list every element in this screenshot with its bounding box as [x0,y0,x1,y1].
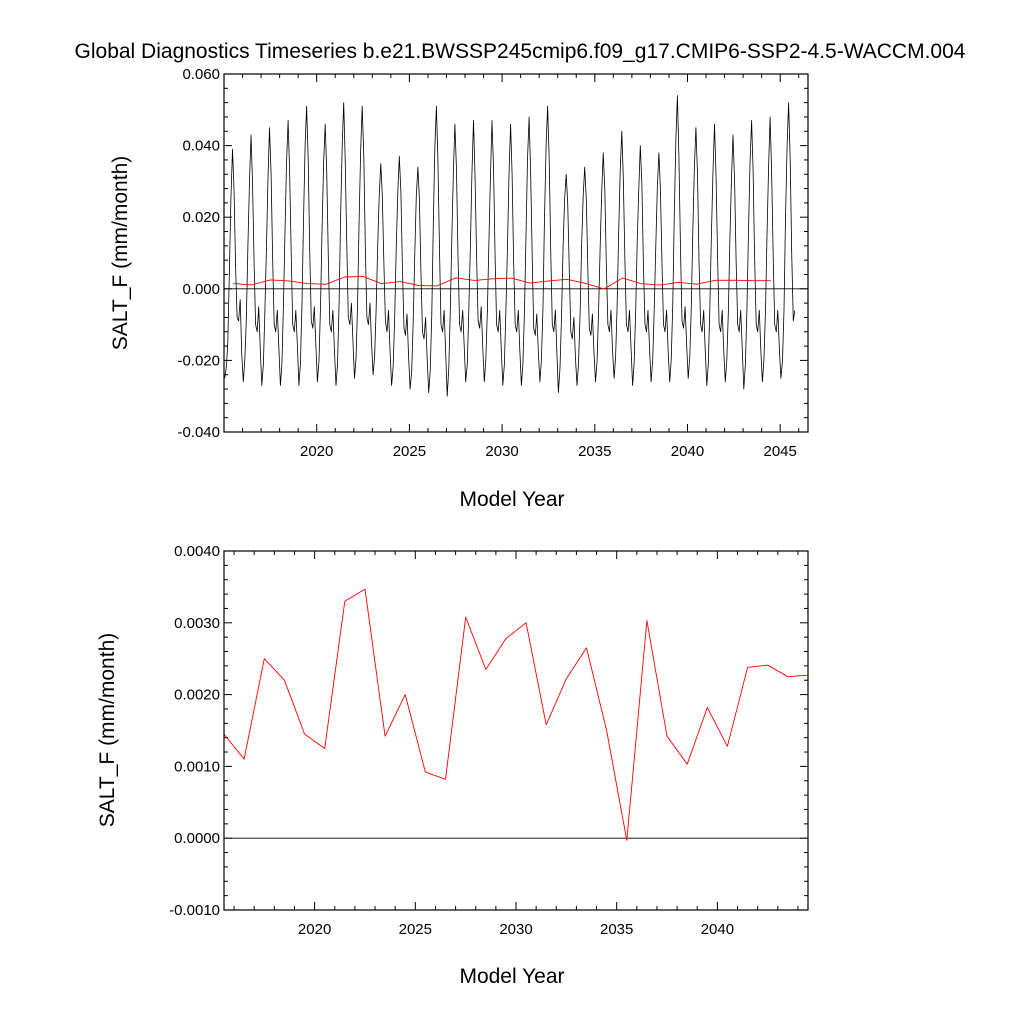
y-tick-label: -0.040 [177,424,220,441]
chart-panel-bottom: Model Year SALT_F (mm/month) 2020 2025 203… [96,543,809,988]
x-tick-label: 2025 [393,443,426,460]
plot-frame [223,73,809,433]
y-tick-label: 0.060 [182,66,220,83]
x-tick-label: 2020 [300,443,333,460]
y-tick-label: 0.0000 [174,830,220,847]
x-tick-label: 2020 [298,921,331,938]
y-tick-label: 0.020 [182,209,220,226]
annual-mean-series-line [233,275,771,290]
x-tick-label: 2035 [600,921,633,938]
x-tick-label: 2030 [499,921,532,938]
y-tick-label: 0.0010 [174,758,220,775]
x-tick-label: 2040 [701,921,734,938]
y-tick-label: -0.020 [177,352,220,369]
annual-mean-series-line [223,588,809,841]
x-tick-label: 2040 [671,443,704,460]
x-axis-label: Model Year [459,488,564,511]
y-tick-label: 0.0040 [174,543,220,560]
y-tick-label: 0.0020 [174,687,220,704]
y-tick-label: 0.000 [182,281,220,298]
y-tick-label: -0.0010 [169,902,220,919]
plot-frame [223,550,809,911]
figure-title: Global Diagnostics Timeseries b.e21.BWSS… [75,40,966,63]
x-tick-label: 2035 [578,443,611,460]
y-axis-label: SALT_F (mm/month) [109,156,132,350]
y-tick-label: 0.0030 [174,615,220,632]
x-tick-label: 2030 [485,443,518,460]
x-tick-label: 2045 [764,443,797,460]
monthly-series-line [224,95,796,397]
chart-panel-top: Model Year SALT_F (mm/month) 2020 2025 203… [109,66,809,511]
x-tick-label: 2025 [399,921,432,938]
x-axis-label: Model Year [459,965,564,988]
y-axis-label: SALT_F (mm/month) [96,633,119,827]
y-tick-label: 0.040 [182,138,220,155]
